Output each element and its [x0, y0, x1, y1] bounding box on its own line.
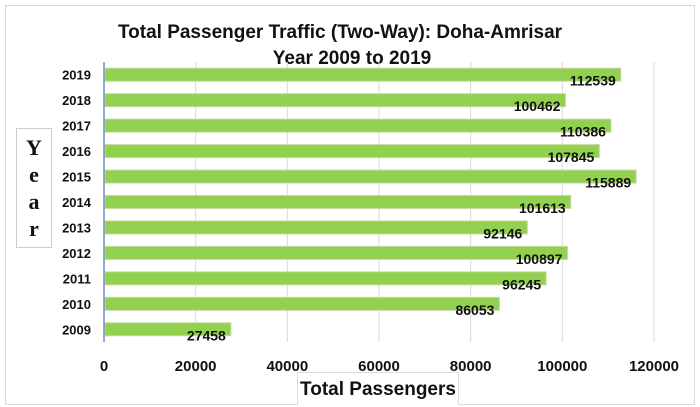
data-label: 96245 — [502, 276, 541, 292]
bar — [104, 271, 547, 286]
bar — [104, 296, 500, 311]
y-tick-label: 2009 — [62, 322, 91, 337]
data-label: 86053 — [455, 302, 494, 318]
bar — [104, 118, 612, 133]
data-label: 107845 — [548, 149, 595, 165]
bar — [104, 144, 600, 159]
data-label: 100462 — [514, 98, 561, 114]
x-tick-label: 60000 — [358, 358, 400, 375]
data-label: 115889 — [585, 175, 631, 191]
x-tick-label: 0 — [100, 358, 108, 375]
y-tick-label: 2018 — [62, 93, 91, 108]
y-tick-label: 2012 — [62, 246, 91, 261]
bar — [104, 169, 637, 184]
y-tick-label: 2015 — [62, 170, 91, 185]
data-label: 27458 — [187, 327, 226, 343]
bar — [104, 322, 232, 337]
chart-subtitle: Year 2009 to 2019 — [273, 48, 431, 69]
x-tick-label: 40000 — [266, 358, 308, 375]
bar — [104, 195, 572, 209]
y-tick-label: 2011 — [63, 271, 91, 286]
data-label: 110386 — [560, 124, 606, 140]
data-label: 92146 — [483, 225, 522, 241]
bar — [104, 67, 622, 82]
y-axis-title: Y e a r — [16, 128, 52, 248]
data-label: 100897 — [516, 251, 563, 267]
x-axis-title: Total Passengers — [300, 379, 456, 400]
chart-title: Total Passenger Traffic (Two-Way): Doha-… — [118, 22, 563, 43]
data-label: 112539 — [570, 73, 616, 89]
bar — [104, 245, 568, 260]
x-tick-label: 100000 — [537, 358, 587, 375]
y-axis-title-letter: r — [29, 216, 39, 241]
y-axis-title-letter: a — [28, 189, 40, 214]
y-axis-title-letter: e — [29, 162, 39, 187]
x-tick-label: 80000 — [450, 358, 492, 375]
x-tick-label: 120000 — [629, 358, 679, 375]
bar — [104, 93, 566, 108]
x-axis-title-box: Total Passengers — [297, 372, 459, 405]
y-tick-label: 2014 — [62, 195, 92, 210]
y-tick-label: 2016 — [62, 144, 91, 159]
y-axis-title-letter: Y — [26, 135, 42, 160]
y-tick-label: 2017 — [62, 119, 91, 134]
x-tick-label: 20000 — [175, 358, 217, 375]
y-tick-label: 2019 — [62, 68, 91, 83]
y-tick-label: 2013 — [62, 220, 91, 235]
bar — [104, 220, 528, 235]
data-label: 101613 — [519, 200, 566, 216]
y-tick-label: 2010 — [62, 297, 91, 312]
